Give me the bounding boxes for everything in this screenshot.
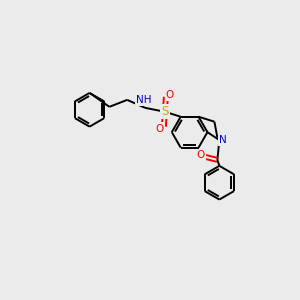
Text: S: S — [161, 105, 169, 118]
Text: N: N — [219, 135, 227, 145]
Text: O: O — [156, 124, 164, 134]
Text: O: O — [196, 150, 205, 160]
Text: O: O — [166, 90, 174, 100]
Text: NH: NH — [136, 95, 152, 105]
